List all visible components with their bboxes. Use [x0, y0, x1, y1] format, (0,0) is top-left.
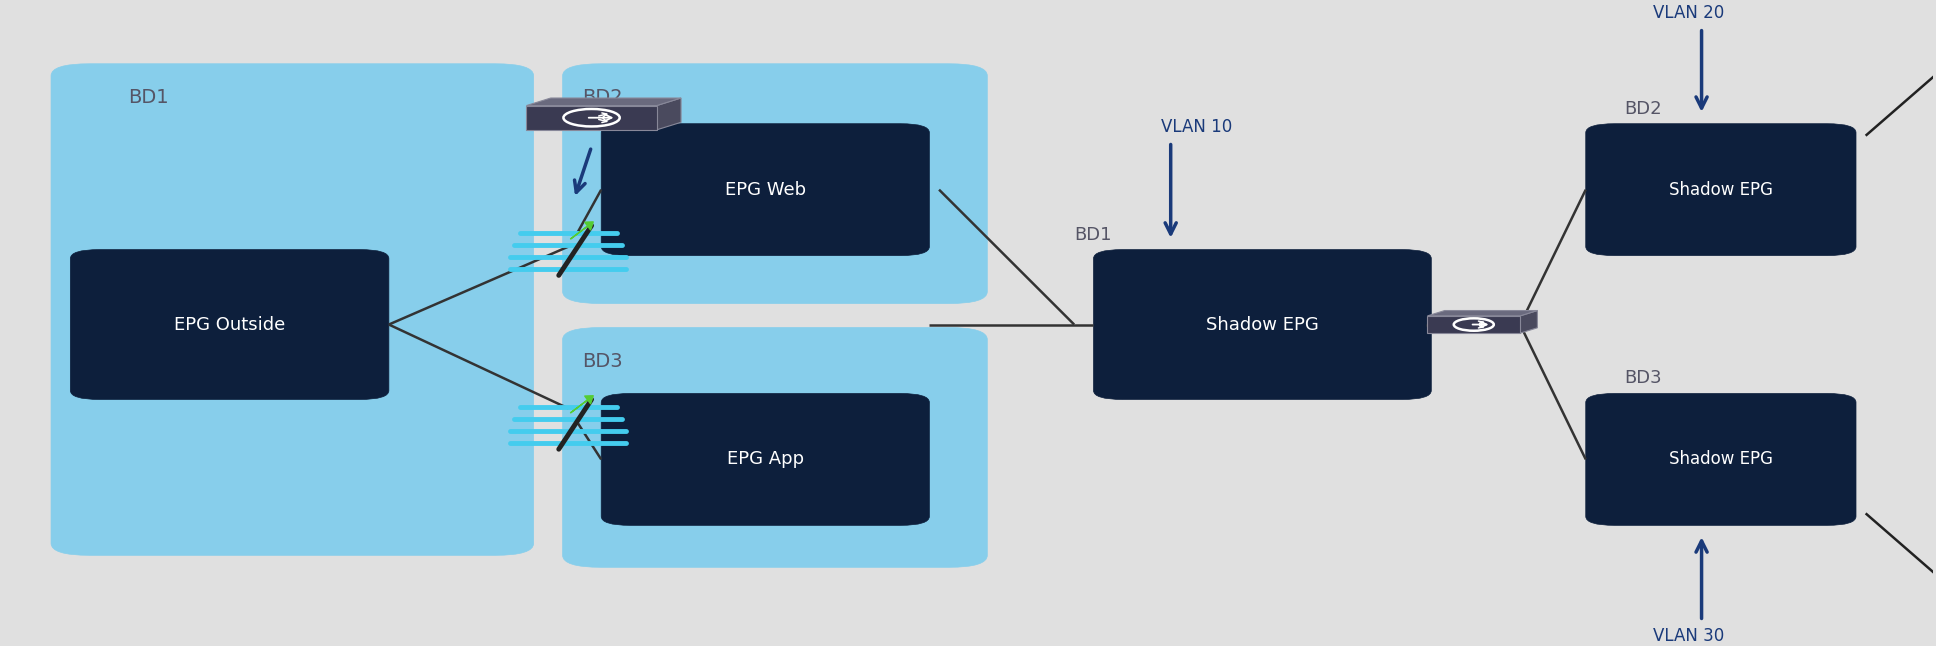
- Text: BD1: BD1: [128, 88, 168, 107]
- FancyArrowPatch shape: [571, 222, 592, 239]
- Text: EPG Outside: EPG Outside: [174, 315, 285, 333]
- FancyBboxPatch shape: [1427, 316, 1520, 333]
- Text: BD2: BD2: [1624, 99, 1661, 118]
- FancyBboxPatch shape: [70, 249, 389, 399]
- FancyBboxPatch shape: [563, 64, 987, 304]
- Text: VLAN 30: VLAN 30: [1653, 627, 1725, 645]
- Polygon shape: [1427, 311, 1537, 316]
- Text: BD2: BD2: [583, 88, 623, 107]
- Text: Shadow EPG: Shadow EPG: [1669, 450, 1773, 468]
- Text: BD3: BD3: [1624, 370, 1661, 388]
- FancyBboxPatch shape: [527, 105, 656, 130]
- Text: Shadow EPG: Shadow EPG: [1206, 315, 1318, 333]
- FancyBboxPatch shape: [602, 123, 929, 256]
- FancyBboxPatch shape: [1586, 123, 1857, 256]
- Polygon shape: [656, 98, 681, 130]
- Text: Shadow EPG: Shadow EPG: [1669, 181, 1773, 199]
- Text: BD1: BD1: [1074, 225, 1111, 244]
- FancyBboxPatch shape: [602, 393, 929, 525]
- Polygon shape: [1520, 311, 1537, 333]
- FancyBboxPatch shape: [563, 328, 987, 567]
- FancyArrowPatch shape: [571, 396, 592, 413]
- Text: VLAN 20: VLAN 20: [1653, 4, 1725, 22]
- FancyBboxPatch shape: [1586, 393, 1857, 525]
- Text: EPG App: EPG App: [726, 450, 803, 468]
- Polygon shape: [527, 98, 681, 105]
- FancyBboxPatch shape: [1094, 249, 1431, 399]
- FancyBboxPatch shape: [50, 64, 534, 556]
- Text: BD3: BD3: [583, 351, 623, 371]
- Text: VLAN 10: VLAN 10: [1162, 118, 1233, 136]
- Text: EPG Web: EPG Web: [724, 181, 805, 199]
